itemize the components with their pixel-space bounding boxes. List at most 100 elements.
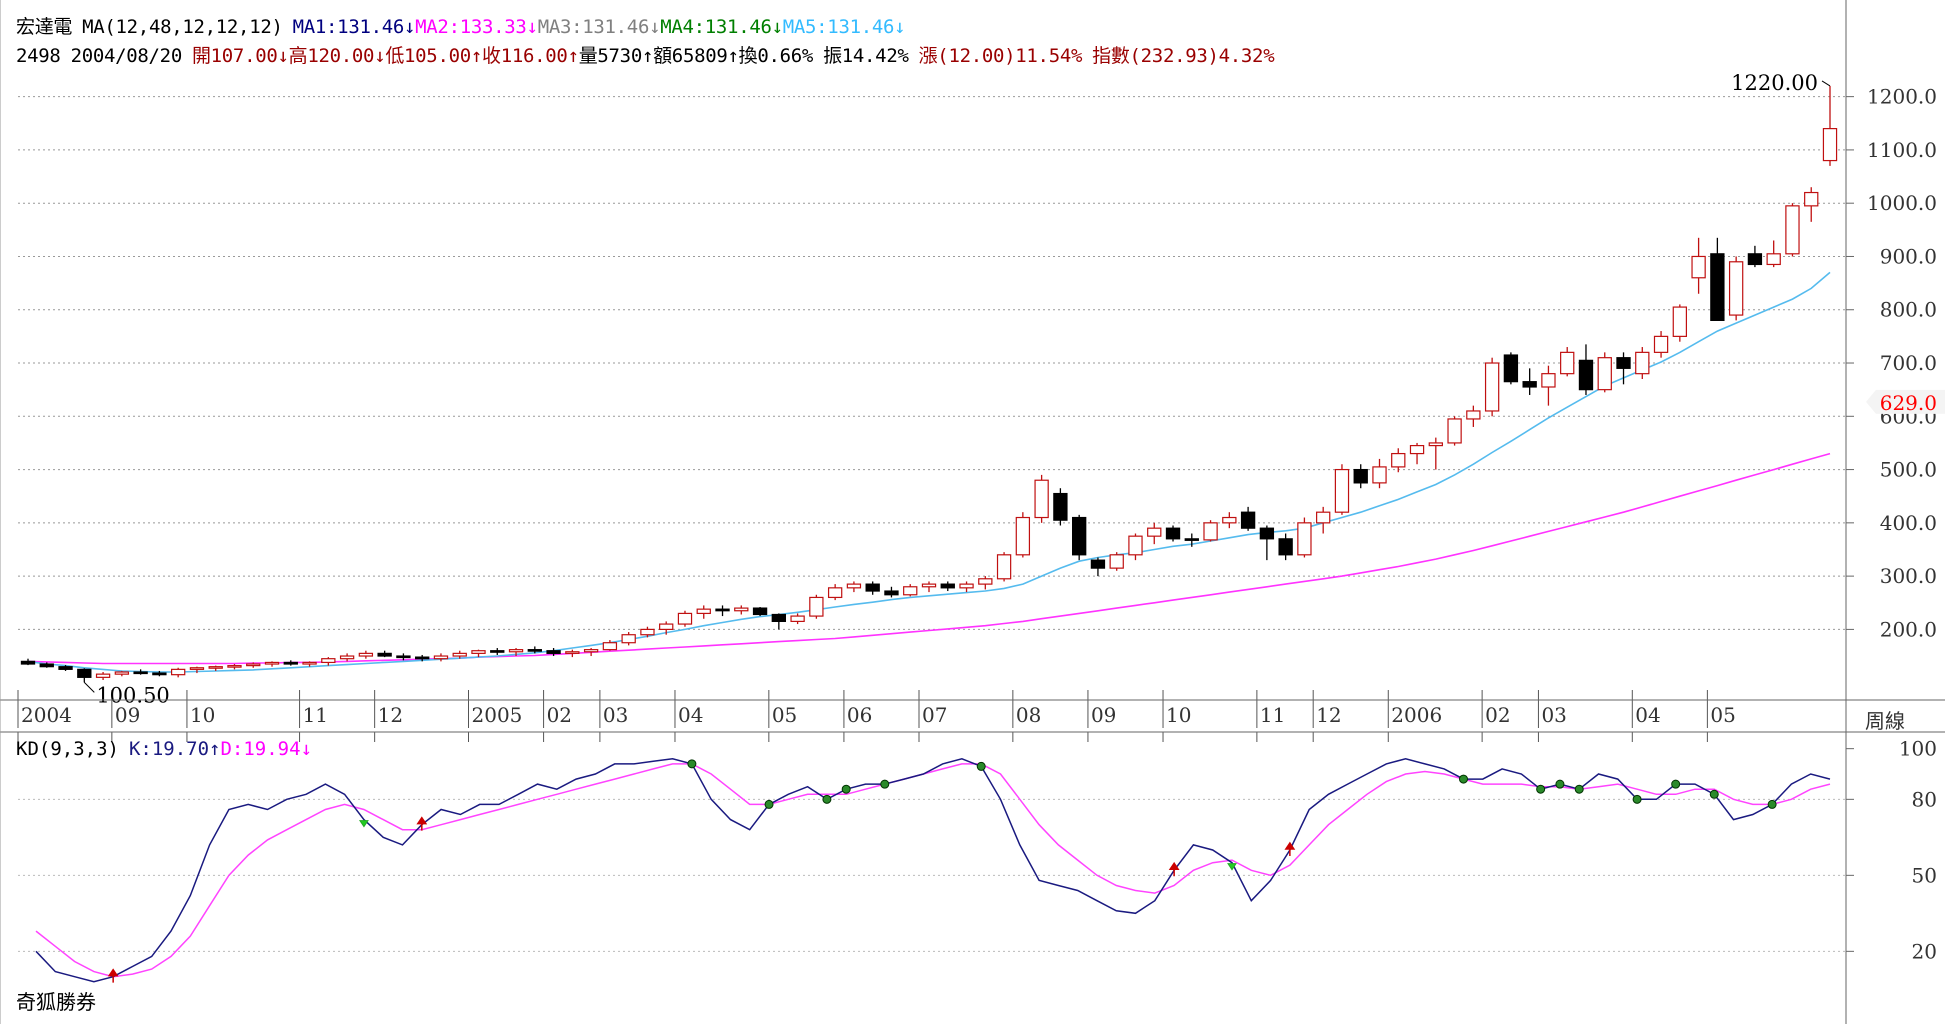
candle xyxy=(677,610,693,627)
candle-body xyxy=(114,671,130,675)
d-line xyxy=(35,763,1831,978)
candle xyxy=(358,650,374,659)
candle xyxy=(1297,517,1312,558)
price-tick-label: 200.0 xyxy=(1880,617,1937,641)
kd-cross-dot xyxy=(1555,779,1565,789)
candle xyxy=(95,672,111,681)
candle-body xyxy=(170,668,186,676)
candle-body xyxy=(1785,205,1800,255)
candle-body xyxy=(752,607,768,616)
candle-body xyxy=(978,578,993,585)
kd-lines xyxy=(35,758,1831,983)
candle-body xyxy=(39,663,54,668)
candle xyxy=(752,607,768,617)
candle-body xyxy=(1071,516,1087,556)
candle-body xyxy=(508,649,524,653)
candle xyxy=(133,669,148,675)
kd-title: KD(9,3,3) xyxy=(16,738,119,760)
volume: 量5730 xyxy=(578,45,643,67)
kd-tick-label: 20 xyxy=(1912,939,1937,963)
candle-body xyxy=(1278,538,1293,556)
ma-info-line: 宏達電 MA(12,48,12,12,12) MA1:131.46↓MA2:133.… xyxy=(16,12,906,39)
k-arrow: ↑ xyxy=(209,738,221,760)
candle xyxy=(640,626,655,638)
x-tick-label: 05 xyxy=(772,703,797,727)
candle-body xyxy=(771,613,787,623)
candle xyxy=(546,648,561,657)
candle-body xyxy=(1691,255,1706,279)
x-tick-label: 03 xyxy=(603,703,628,727)
candle-body xyxy=(1165,527,1181,540)
candle xyxy=(152,670,167,677)
candle xyxy=(1503,352,1519,385)
candle xyxy=(1409,442,1425,465)
candle xyxy=(696,605,711,619)
candle-body xyxy=(1090,559,1106,569)
candle-body xyxy=(490,650,505,653)
kd-cross-dot xyxy=(976,761,986,771)
candle-body xyxy=(884,590,899,596)
candle-body xyxy=(302,661,317,665)
candle-body xyxy=(827,587,843,599)
candle-body xyxy=(1710,253,1725,321)
candle-body xyxy=(1822,128,1838,162)
x-tick-label: 11 xyxy=(303,703,328,727)
k-line xyxy=(35,758,1831,983)
candle-body xyxy=(677,612,693,625)
x-tick-label: 11 xyxy=(1260,703,1285,727)
kd-cross-dot xyxy=(841,784,851,794)
candle xyxy=(1128,533,1143,561)
candle-body xyxy=(1541,373,1556,388)
candle-body xyxy=(1804,191,1819,207)
kd-death-cross-arrow xyxy=(1227,863,1237,871)
candle-body xyxy=(1766,253,1781,266)
quote-date: 2004/08/20 xyxy=(70,45,183,67)
candle-body xyxy=(396,655,411,659)
low-arrow: ↑ xyxy=(470,45,483,67)
candle xyxy=(1259,525,1275,561)
candle-body xyxy=(1053,492,1068,521)
candle-body xyxy=(1728,261,1744,316)
candle-body xyxy=(1466,410,1481,420)
candle xyxy=(1785,203,1800,257)
candle xyxy=(1428,437,1443,470)
candlestick-series xyxy=(20,85,1838,683)
candle-body xyxy=(790,615,805,623)
candle-body xyxy=(921,583,937,588)
d-value: D:19.94 xyxy=(220,738,301,760)
max-price-label: 1220.00 xyxy=(1731,71,1818,95)
candle-body xyxy=(1522,381,1537,388)
candle-body xyxy=(133,671,148,675)
price-axis: 200.0300.0400.0500.0600.0700.0800.0900.0… xyxy=(1846,85,1945,641)
candle xyxy=(20,658,36,666)
x-tick-label: 10 xyxy=(1166,703,1191,727)
open-price: 開107.00 xyxy=(191,45,278,67)
candle xyxy=(433,653,449,662)
candle-body xyxy=(1316,511,1331,524)
candle-body xyxy=(1409,444,1425,455)
x-tick-label: 02 xyxy=(1485,703,1510,727)
candle xyxy=(1672,304,1688,342)
candle xyxy=(1578,344,1594,395)
candle xyxy=(339,653,355,662)
high-arrow: ↓ xyxy=(374,45,386,67)
candle-body xyxy=(1297,522,1312,556)
candle xyxy=(1165,525,1181,542)
close-arrow: ↑ xyxy=(567,45,579,67)
candle-body xyxy=(1147,527,1162,537)
candle-body xyxy=(621,634,636,644)
candle-body xyxy=(1334,468,1350,513)
candle-body xyxy=(189,667,205,670)
candle-body xyxy=(959,583,974,589)
candle xyxy=(790,613,805,625)
candle-body xyxy=(565,651,580,654)
price-tick-label: 1100.0 xyxy=(1867,138,1937,162)
current-price-label: 629.0 xyxy=(1880,391,1937,415)
candle xyxy=(1597,352,1612,393)
amplitude: 振14.42% xyxy=(823,45,909,67)
x-tick-label: 2006 xyxy=(1391,703,1442,727)
candle xyxy=(1334,464,1350,515)
period-label[interactable]: 周線 xyxy=(1865,709,1905,733)
candle-body xyxy=(1672,306,1688,337)
candle xyxy=(1240,506,1256,531)
